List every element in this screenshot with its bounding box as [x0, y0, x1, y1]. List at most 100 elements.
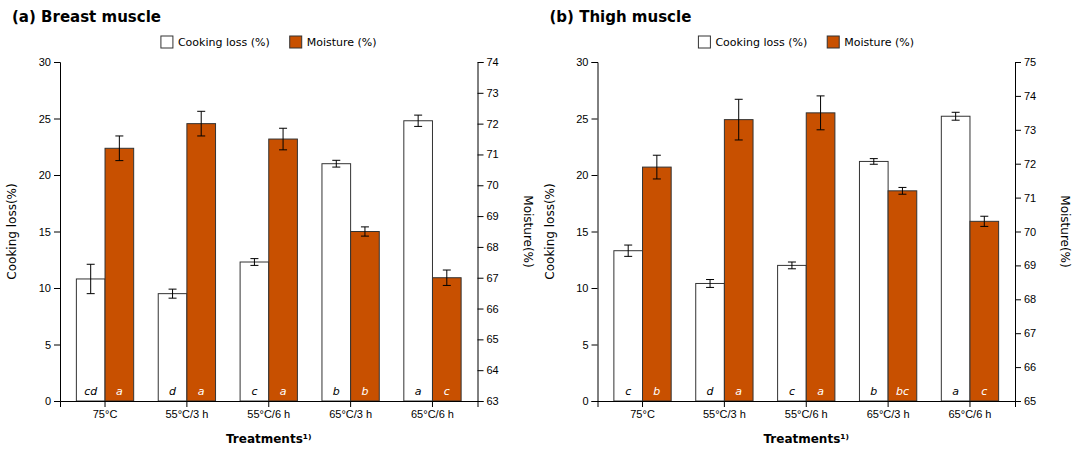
y2-tick-mark	[478, 216, 484, 217]
y-tick: 5	[582, 339, 597, 351]
y2-tick-label: 73	[487, 87, 499, 99]
series	[105, 111, 461, 401]
y2-axis: 6566676869707172737475	[1015, 56, 1036, 407]
error-bar	[952, 112, 960, 120]
bar	[105, 148, 134, 401]
letter-label: a	[952, 385, 959, 398]
y-tick-mark	[592, 175, 598, 176]
y-tick-label: 5	[45, 339, 51, 351]
letter-label: b	[361, 385, 368, 398]
error-bar	[653, 155, 661, 179]
y2-tick-label: 68	[1024, 293, 1036, 305]
bar	[269, 139, 298, 401]
y2-tick: 64	[478, 364, 499, 376]
y-tick-label: 25	[576, 113, 588, 125]
y2-tick: 70	[1015, 226, 1036, 238]
letter-label: c	[251, 385, 257, 398]
y-tick-mark	[54, 345, 60, 346]
y-tick-mark	[54, 288, 60, 289]
legend-swatch	[827, 36, 839, 48]
plot-area: 75°C55°C/3 h55°C/6 h65°C/3 h65°C/6 h0510…	[5, 56, 535, 446]
y2-tick: 73	[478, 87, 499, 99]
marks	[76, 111, 461, 401]
legend-label: Moisture (%)	[307, 36, 377, 49]
letter-label: a	[116, 385, 123, 398]
x-tick: 55°C/6 h	[785, 401, 828, 420]
legend: Cooking loss (%)Moisture (%)	[698, 36, 914, 49]
bar	[76, 279, 105, 401]
y2-tick-mark	[478, 278, 484, 279]
y-tick: 10	[39, 282, 60, 294]
y-tick: 30	[576, 56, 597, 68]
y-tick-label: 30	[39, 56, 51, 68]
x-tick: 65°C/6 h	[411, 401, 454, 420]
y-tick: 25	[576, 113, 597, 125]
y-tick: 0	[45, 395, 60, 407]
letter-label: c	[625, 385, 631, 398]
x-tick-label: 65°C/3 h	[867, 408, 910, 420]
letter-label: d	[169, 385, 177, 398]
letter-label: c	[789, 385, 795, 398]
y-axis: 051015202530	[576, 56, 598, 407]
y2-tick: 66	[1015, 361, 1036, 373]
x-tick-label: 55°C/6 h	[247, 408, 290, 420]
y2-tick-label: 69	[1024, 259, 1036, 271]
y2-axis-title: Moisture(%)	[1058, 195, 1072, 267]
y2-tick: 72	[1015, 158, 1036, 170]
y-tick-label: 5	[582, 339, 588, 351]
letter-label: c	[444, 385, 450, 398]
y2-tick-mark	[1015, 401, 1021, 402]
x-axis-line	[598, 402, 1016, 408]
panel: (a) Breast muscle75°C55°C/3 h55°C/6 h65°…	[5, 8, 535, 446]
legend-swatch	[161, 36, 173, 48]
y2-tick-mark	[1015, 333, 1021, 334]
y2-tick-mark	[478, 401, 484, 402]
letter-labels: cdcbabaabcc	[625, 385, 987, 398]
error-bar	[414, 115, 422, 126]
y-tick-label: 20	[576, 169, 588, 181]
bar	[696, 283, 725, 401]
x-axis: 75°C55°C/3 h55°C/6 h65°C/3 h65°C/6 h	[598, 401, 1016, 420]
y-tick-label: 30	[576, 56, 588, 68]
bar	[941, 116, 970, 401]
y-tick-label: 0	[45, 395, 51, 407]
y2-tick-label: 74	[1024, 90, 1036, 102]
series	[614, 112, 970, 401]
y2-tick: 68	[478, 241, 499, 253]
x-axis-title: Treatments¹⁾	[226, 432, 312, 446]
y2-axis: 636465666768697071727374	[478, 56, 499, 407]
letter-label: b	[870, 385, 877, 398]
chart-title: (b) Thigh muscle	[550, 8, 692, 26]
y-tick-label: 0	[582, 395, 588, 407]
y-tick-mark	[54, 232, 60, 233]
bar	[614, 251, 643, 401]
error-bar	[443, 270, 451, 285]
y2-tick-label: 67	[1024, 327, 1036, 339]
legend-label: Cooking loss (%)	[178, 36, 270, 49]
y2-tick: 71	[478, 148, 499, 160]
legend-label: Cooking loss (%)	[715, 36, 807, 49]
y2-tick-mark	[478, 370, 484, 371]
letter-label: b	[653, 385, 660, 398]
y2-tick-mark	[478, 62, 484, 63]
error-bar	[898, 187, 906, 194]
y-tick-mark	[54, 175, 60, 176]
letter-label: a	[735, 385, 742, 398]
letter-label: a	[817, 385, 824, 398]
bar	[859, 161, 888, 401]
chart-svg: (a) Breast muscle75°C55°C/3 h55°C/6 h65°…	[0, 0, 1075, 455]
plot-area: 75°C55°C/3 h55°C/6 h65°C/3 h65°C/6 h0510…	[543, 56, 1073, 446]
x-axis: 75°C55°C/3 h55°C/6 h65°C/3 h65°C/6 h	[61, 401, 479, 420]
y2-tick-label: 66	[1024, 361, 1036, 373]
x-tick: 75°C	[630, 401, 655, 420]
bar	[888, 191, 917, 401]
y-tick: 25	[39, 113, 60, 125]
letter-label: b	[333, 385, 340, 398]
y-tick-mark	[592, 401, 598, 402]
y2-tick: 69	[1015, 259, 1036, 271]
y2-tick-mark	[1015, 62, 1021, 63]
legend-swatch	[698, 36, 710, 48]
x-axis-line	[61, 402, 479, 408]
x-tick: 55°C/3 h	[165, 401, 208, 420]
error-bar	[169, 289, 177, 298]
